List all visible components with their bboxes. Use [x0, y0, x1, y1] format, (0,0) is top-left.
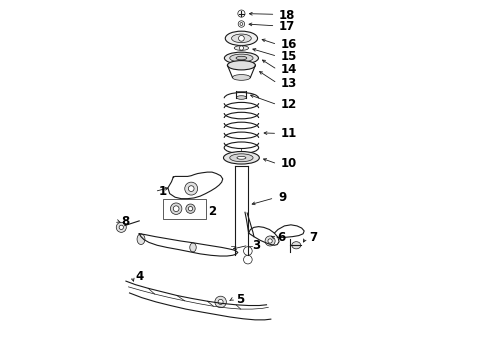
Ellipse shape — [232, 34, 251, 42]
Text: 9: 9 — [278, 192, 286, 204]
Ellipse shape — [227, 60, 255, 70]
Text: 13: 13 — [281, 77, 297, 90]
Circle shape — [239, 36, 245, 41]
Circle shape — [265, 236, 275, 246]
Circle shape — [244, 255, 252, 264]
Text: 17: 17 — [279, 20, 295, 33]
Ellipse shape — [236, 56, 247, 60]
Ellipse shape — [224, 52, 258, 64]
Circle shape — [119, 225, 123, 229]
Ellipse shape — [225, 31, 258, 45]
Circle shape — [173, 206, 179, 212]
Text: 6: 6 — [277, 231, 286, 244]
Text: 2: 2 — [208, 205, 216, 218]
Ellipse shape — [190, 243, 196, 252]
Ellipse shape — [137, 234, 145, 244]
Text: 7: 7 — [310, 231, 318, 244]
Text: 12: 12 — [281, 98, 297, 111]
Circle shape — [186, 204, 195, 213]
Text: 4: 4 — [136, 270, 144, 283]
Ellipse shape — [230, 154, 253, 162]
Circle shape — [185, 182, 197, 195]
Text: 10: 10 — [281, 157, 297, 170]
Text: 5: 5 — [236, 293, 245, 306]
Circle shape — [239, 46, 244, 50]
Circle shape — [218, 300, 223, 305]
Ellipse shape — [236, 96, 246, 99]
Circle shape — [116, 222, 126, 232]
Text: 14: 14 — [281, 63, 297, 76]
Circle shape — [244, 247, 252, 255]
Ellipse shape — [292, 242, 301, 249]
Text: 3: 3 — [252, 239, 260, 252]
Circle shape — [188, 207, 193, 211]
Text: 15: 15 — [281, 50, 297, 63]
Circle shape — [188, 186, 194, 192]
Ellipse shape — [232, 75, 250, 80]
Ellipse shape — [223, 152, 259, 164]
Circle shape — [215, 296, 226, 308]
Text: 18: 18 — [279, 9, 295, 22]
Circle shape — [171, 203, 182, 215]
Text: 1: 1 — [158, 185, 166, 198]
Circle shape — [268, 239, 272, 243]
Ellipse shape — [230, 54, 253, 62]
Ellipse shape — [237, 156, 246, 159]
Text: 8: 8 — [122, 215, 129, 228]
Ellipse shape — [234, 46, 248, 50]
Text: 11: 11 — [281, 127, 297, 140]
Text: 16: 16 — [281, 38, 297, 51]
